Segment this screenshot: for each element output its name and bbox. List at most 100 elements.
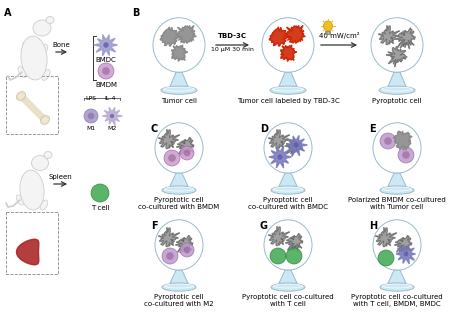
Ellipse shape xyxy=(46,17,54,23)
Ellipse shape xyxy=(264,123,312,173)
Text: Polarized BMDM co-cultured
with Tumor cell: Polarized BMDM co-cultured with Tumor ce… xyxy=(348,197,446,210)
Circle shape xyxy=(398,147,414,163)
Polygon shape xyxy=(279,173,297,186)
Ellipse shape xyxy=(161,86,197,94)
Ellipse shape xyxy=(371,18,423,72)
Ellipse shape xyxy=(155,123,203,173)
Ellipse shape xyxy=(379,86,415,94)
Polygon shape xyxy=(394,235,412,253)
Circle shape xyxy=(403,251,409,256)
Polygon shape xyxy=(281,45,297,61)
Polygon shape xyxy=(395,28,415,49)
Ellipse shape xyxy=(373,123,421,173)
Text: BMDM: BMDM xyxy=(95,82,117,88)
Polygon shape xyxy=(158,129,180,149)
Polygon shape xyxy=(396,245,416,264)
Text: Pyroptotic cell
co-cultured with BMDM: Pyroptotic cell co-cultured with BMDM xyxy=(138,197,219,210)
Text: Tumor cell: Tumor cell xyxy=(161,98,197,104)
Ellipse shape xyxy=(20,170,44,210)
Text: E: E xyxy=(369,124,375,134)
Ellipse shape xyxy=(155,220,203,270)
Ellipse shape xyxy=(40,200,48,210)
Circle shape xyxy=(84,109,98,123)
Text: A: A xyxy=(4,8,11,18)
Circle shape xyxy=(402,151,410,159)
Polygon shape xyxy=(287,26,305,43)
Polygon shape xyxy=(393,131,412,150)
Polygon shape xyxy=(172,45,188,61)
Text: LPS: LPS xyxy=(85,96,97,101)
Text: H: H xyxy=(369,221,377,231)
Text: G: G xyxy=(260,221,268,231)
Polygon shape xyxy=(388,173,406,186)
Ellipse shape xyxy=(373,220,421,270)
Ellipse shape xyxy=(31,155,48,170)
Circle shape xyxy=(378,250,394,266)
Polygon shape xyxy=(279,270,297,283)
Text: D: D xyxy=(260,124,268,134)
Ellipse shape xyxy=(270,86,306,94)
Polygon shape xyxy=(386,46,407,67)
Polygon shape xyxy=(388,270,406,283)
Text: Pyroptotic cell: Pyroptotic cell xyxy=(372,98,422,104)
Circle shape xyxy=(88,113,94,119)
Ellipse shape xyxy=(162,283,196,291)
Polygon shape xyxy=(170,270,188,283)
Polygon shape xyxy=(285,233,303,251)
Circle shape xyxy=(183,150,191,156)
Text: T cell: T cell xyxy=(91,205,109,211)
Text: Pyroptotic cell
co-cultured with BMDC: Pyroptotic cell co-cultured with BMDC xyxy=(248,197,328,210)
Circle shape xyxy=(91,184,109,202)
Ellipse shape xyxy=(44,152,52,158)
Circle shape xyxy=(183,247,191,253)
Polygon shape xyxy=(285,139,303,156)
Ellipse shape xyxy=(380,283,414,291)
Circle shape xyxy=(162,248,178,264)
Ellipse shape xyxy=(18,66,26,77)
Circle shape xyxy=(102,67,110,75)
Polygon shape xyxy=(176,137,194,155)
Text: 10 μM 30 min: 10 μM 30 min xyxy=(210,47,254,52)
Polygon shape xyxy=(269,27,290,46)
Text: M2: M2 xyxy=(107,126,117,131)
Polygon shape xyxy=(268,227,290,246)
Ellipse shape xyxy=(17,91,26,100)
Ellipse shape xyxy=(40,115,50,124)
Ellipse shape xyxy=(18,93,24,99)
Ellipse shape xyxy=(33,20,51,36)
Polygon shape xyxy=(175,235,193,253)
Ellipse shape xyxy=(40,44,47,56)
Text: Tumor cell labeled by TBD-3C: Tumor cell labeled by TBD-3C xyxy=(237,98,339,104)
Ellipse shape xyxy=(16,195,24,205)
Ellipse shape xyxy=(42,70,50,80)
FancyBboxPatch shape xyxy=(326,31,330,33)
Circle shape xyxy=(103,42,109,48)
Polygon shape xyxy=(286,135,308,156)
Polygon shape xyxy=(170,72,188,86)
Ellipse shape xyxy=(323,21,332,31)
Text: 40 mW/cm²: 40 mW/cm² xyxy=(319,32,359,39)
Ellipse shape xyxy=(271,186,305,194)
Text: Bone: Bone xyxy=(52,42,70,48)
Polygon shape xyxy=(158,227,180,247)
Ellipse shape xyxy=(264,220,312,270)
Circle shape xyxy=(110,114,114,118)
Ellipse shape xyxy=(380,186,414,194)
Circle shape xyxy=(270,248,286,264)
Text: Pyroptotic cell
co-cultured with M2: Pyroptotic cell co-cultured with M2 xyxy=(144,294,214,307)
Polygon shape xyxy=(178,26,196,43)
Circle shape xyxy=(168,154,176,162)
Circle shape xyxy=(180,243,194,257)
Ellipse shape xyxy=(22,42,29,54)
Polygon shape xyxy=(170,173,188,186)
Text: B: B xyxy=(132,8,139,18)
Circle shape xyxy=(380,133,396,149)
Ellipse shape xyxy=(42,117,48,123)
Circle shape xyxy=(98,63,114,79)
Polygon shape xyxy=(375,227,397,247)
Text: C: C xyxy=(151,124,158,134)
Polygon shape xyxy=(269,146,292,168)
Polygon shape xyxy=(17,239,39,265)
Circle shape xyxy=(166,252,174,260)
Ellipse shape xyxy=(271,283,305,291)
